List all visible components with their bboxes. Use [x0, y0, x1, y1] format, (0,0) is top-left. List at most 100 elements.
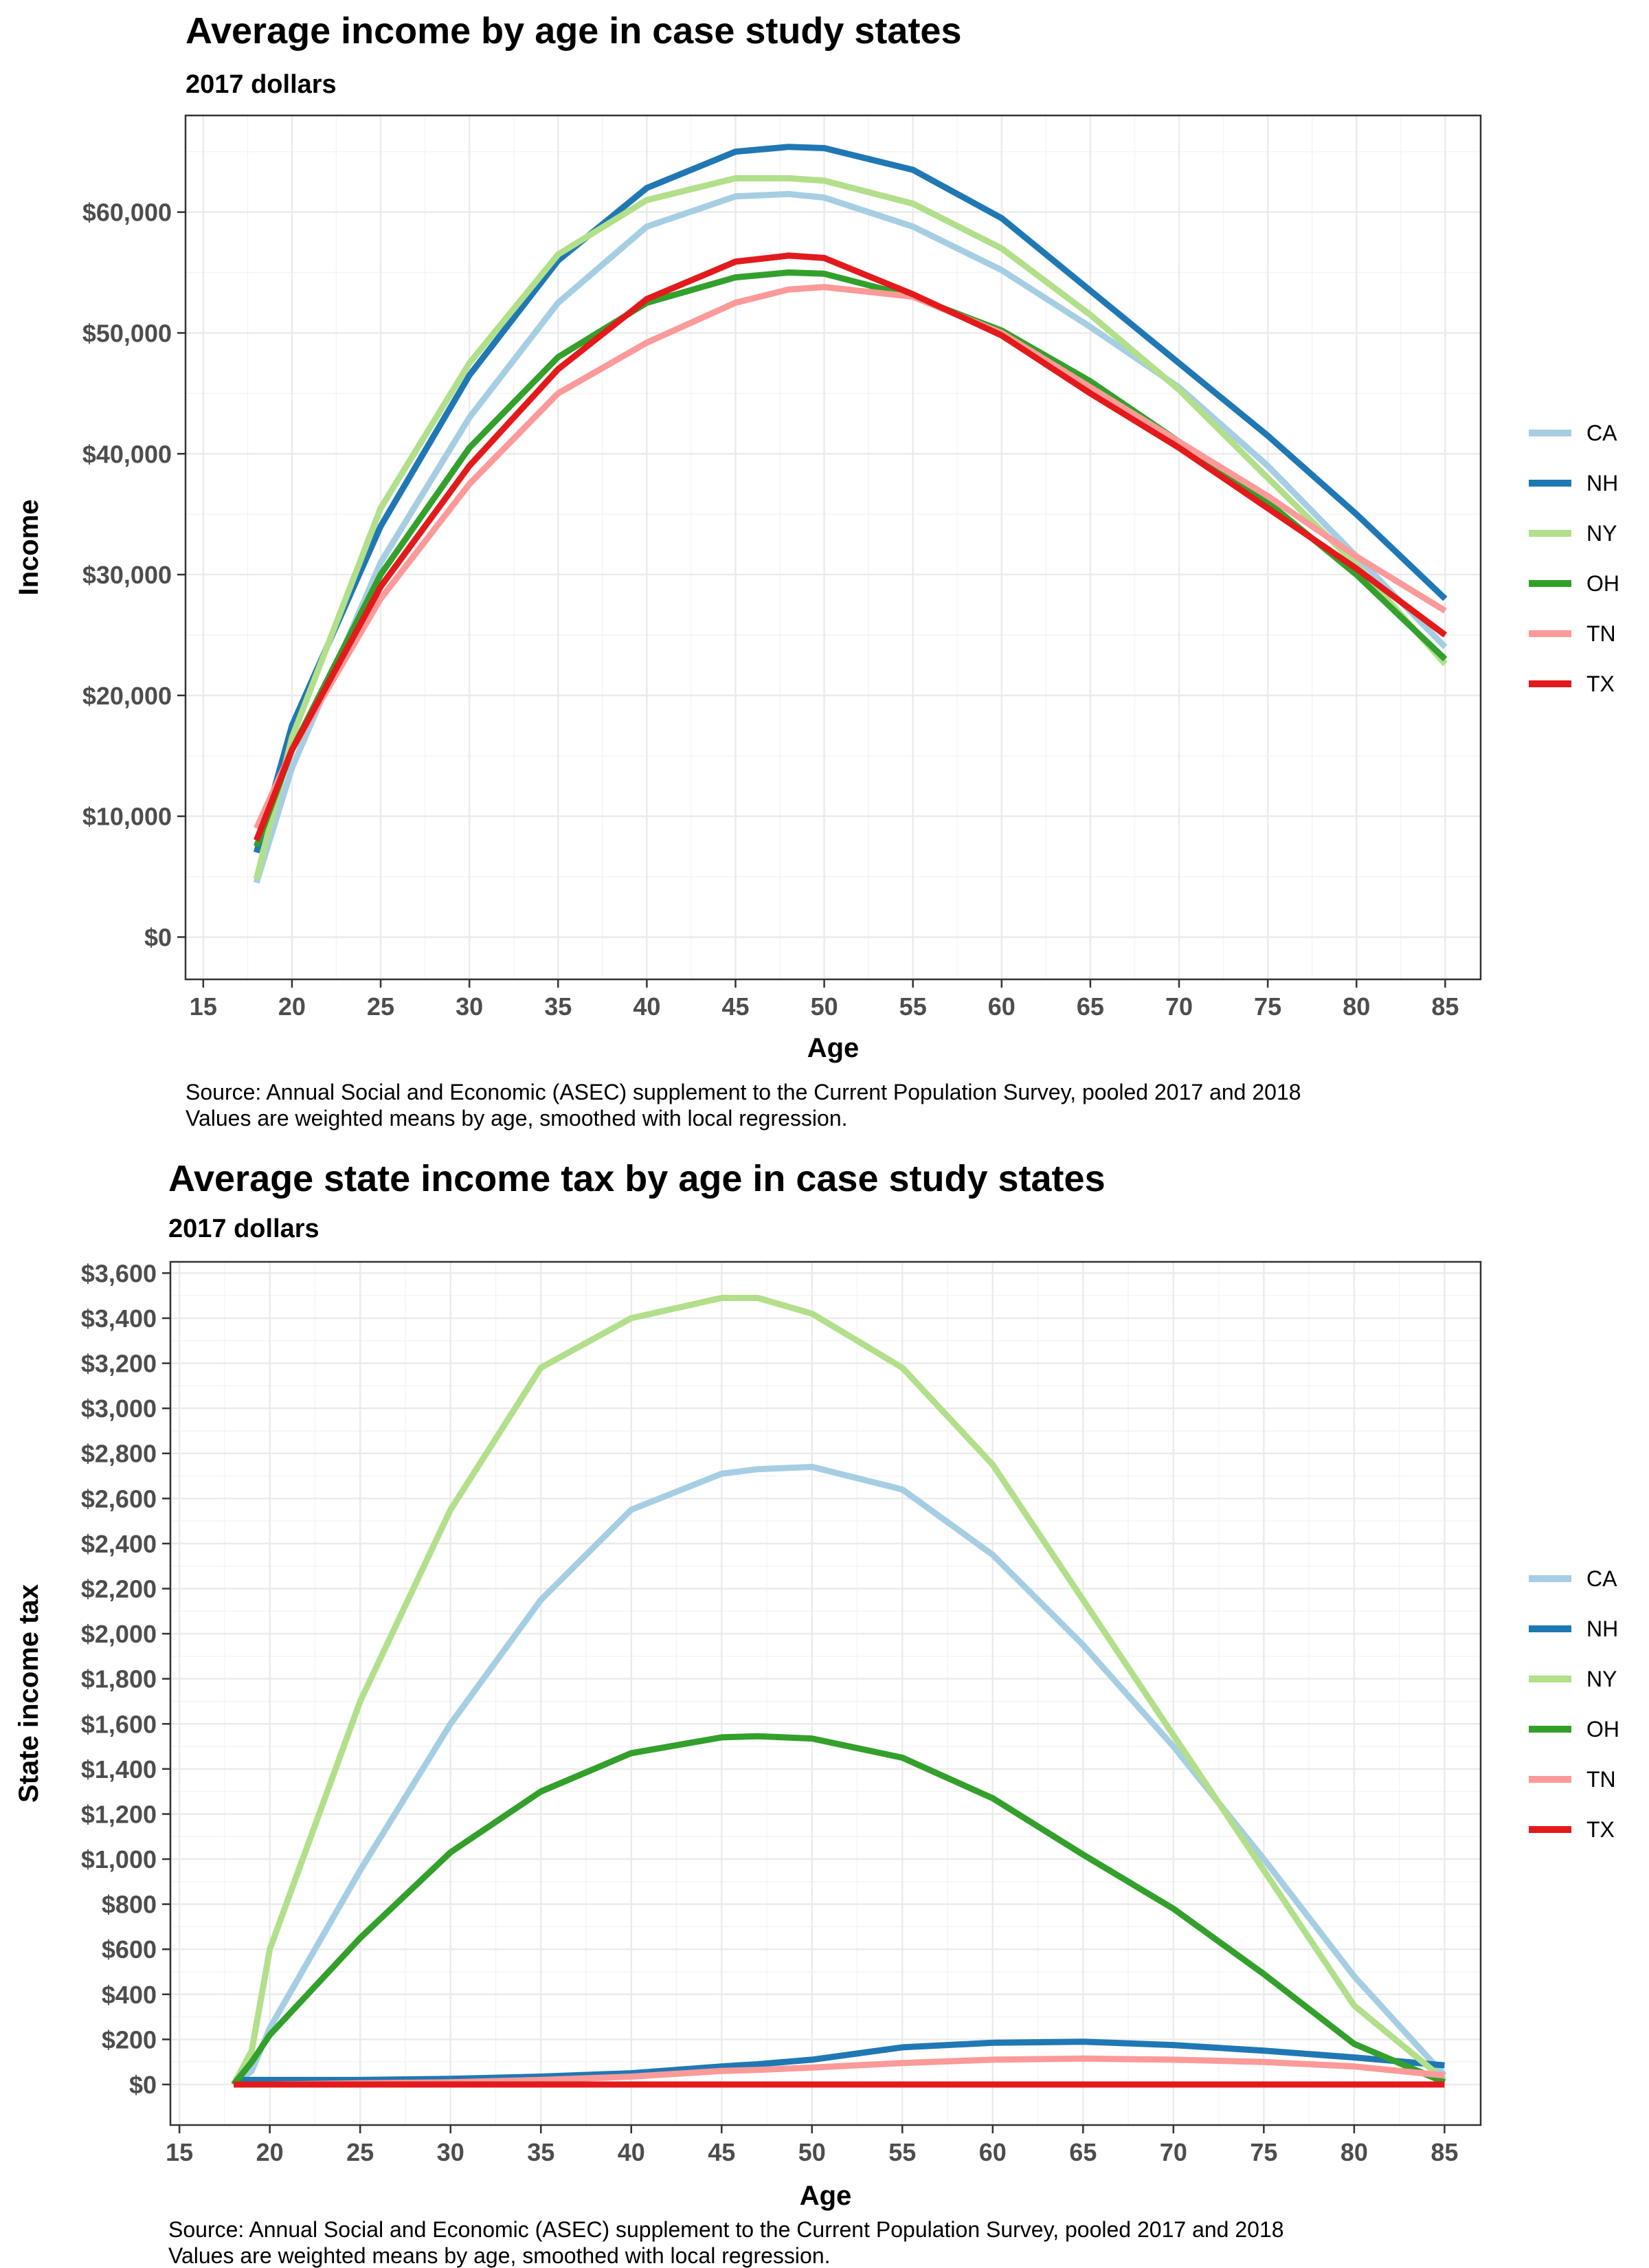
y-tick-label: $2,800: [81, 1440, 157, 1468]
x-tick-label: 80: [1343, 992, 1370, 1021]
x-axis-title: Age: [807, 1033, 860, 1063]
y-tick-label: $3,200: [81, 1350, 157, 1378]
series-line-tx: [254, 252, 1448, 842]
y-tick-label: $2,600: [81, 1485, 157, 1513]
series-line-tn: [254, 284, 1447, 830]
x-tick-label: 20: [256, 2138, 284, 2166]
x-tick-label: 60: [979, 2138, 1007, 2166]
legend-label-tx: TX: [1586, 671, 1615, 696]
x-tick-label: 50: [798, 2138, 826, 2166]
legend-label-nh: NH: [1586, 471, 1618, 496]
x-tick-label: 25: [346, 2138, 374, 2166]
series-line-ny: [231, 1295, 1447, 2087]
y-tick-label: $1,600: [81, 1710, 157, 1738]
legend-label-oh: OH: [1586, 1717, 1619, 1742]
y-tick-label: $3,600: [81, 1259, 157, 1287]
x-tick-label: 25: [367, 992, 394, 1021]
x-tick-label: 35: [544, 992, 572, 1021]
x-tick-label: 85: [1431, 2138, 1458, 2166]
caption-line: Source: Annual Social and Economic (ASEC…: [186, 1080, 1301, 1104]
y-tick-label: $50,000: [82, 319, 172, 347]
series-lines: [253, 144, 1448, 884]
x-tick-label: 65: [1069, 2138, 1097, 2166]
y-tick-label: $2,000: [81, 1620, 157, 1648]
legend-label-ny: NY: [1586, 521, 1617, 546]
y-tick-label: $3,400: [81, 1304, 157, 1333]
y-tick-label: $1,800: [81, 1665, 157, 1693]
x-tick-label: 75: [1254, 992, 1281, 1021]
series-line-ny: [253, 175, 1448, 880]
plot-panel: [186, 115, 1481, 979]
x-tick-label: 15: [166, 2138, 193, 2166]
caption-line: Source: Annual Social and Economic (ASEC…: [168, 2217, 1284, 2242]
y-tick-label: $10,000: [82, 803, 172, 831]
x-tick-label: 20: [278, 992, 306, 1021]
x-tick-label: 30: [456, 992, 483, 1021]
y-tick-label: $20,000: [82, 682, 172, 710]
x-tick-label: 40: [633, 992, 660, 1021]
y-axis-title: State income tax: [14, 1584, 44, 1803]
legend-label-ca: CA: [1586, 421, 1617, 445]
chart-subtitle: 2017 dollars: [186, 70, 337, 99]
y-tick-label: $600: [102, 1935, 157, 1964]
caption-line: Values are weighted means by age, smooth…: [168, 2243, 831, 2268]
y-tick-label: $1,200: [81, 1800, 157, 1828]
series-line-oh: [231, 1733, 1446, 2087]
legend-label-tn: TN: [1586, 621, 1616, 646]
axes: 15 20 25 30 35 40 45 50 55 60 65 70 75 80 85 $0 $10,000 $…: [82, 199, 1459, 1021]
legend: CA NH NY OH TN TX: [1529, 1566, 1619, 1842]
y-tick-label: $1,400: [81, 1755, 157, 1783]
x-axis-title: Age: [800, 2181, 852, 2211]
caption-line: Values are weighted means by age, smooth…: [186, 1106, 848, 1131]
x-tick-label: 55: [899, 992, 927, 1021]
plot-panel: [170, 1262, 1481, 2125]
series-line-ca: [254, 190, 1448, 884]
y-tick-label: $30,000: [82, 561, 172, 589]
series-lines: [231, 1295, 1447, 2088]
x-tick-label: 55: [888, 2138, 916, 2166]
panel-border: [184, 114, 1482, 981]
x-tick-label: 50: [811, 992, 838, 1021]
legend: CA NH NY OH TN TX: [1529, 421, 1619, 696]
y-tick-label: $800: [102, 1891, 157, 1919]
income-chart: Average income by age in case study stat…: [14, 10, 1619, 1131]
x-tick-label: 30: [437, 2138, 464, 2166]
legend-label-nh: NH: [1586, 1616, 1618, 1641]
y-tick-label: $2,400: [81, 1530, 157, 1558]
legend-label-ca: CA: [1586, 1566, 1617, 1591]
x-tick-label: 70: [1165, 992, 1193, 1021]
x-tick-label: 15: [190, 992, 217, 1021]
x-tick-label: 45: [708, 2138, 735, 2166]
series-line-nh: [253, 144, 1448, 854]
y-tick-label: $2,200: [81, 1575, 157, 1603]
legend-label-oh: OH: [1586, 571, 1619, 596]
x-tick-label: 70: [1160, 2138, 1187, 2166]
legend-label-tx: TX: [1586, 1817, 1615, 1842]
y-tick-label: $200: [102, 2025, 157, 2054]
x-tick-label: 65: [1077, 992, 1104, 1021]
x-tick-label: 45: [721, 992, 749, 1021]
y-tick-label: $3,000: [81, 1394, 157, 1423]
x-tick-label: 35: [527, 2138, 554, 2166]
x-tick-label: 40: [618, 2138, 645, 2166]
legend-label-ny: NY: [1586, 1667, 1617, 1691]
x-tick-label: 80: [1340, 2138, 1368, 2166]
y-tick-label: $40,000: [82, 440, 172, 468]
y-tick-label: $0: [129, 2071, 157, 2099]
tax-chart: Average state income tax by age in case …: [14, 1158, 1619, 2268]
legend-label-tn: TN: [1586, 1767, 1616, 1792]
x-tick-label: 85: [1431, 992, 1459, 1021]
series-line-nh: [234, 2038, 1445, 2083]
axes: 15 20 25 30 35 40 45 50 55 60 65 70 75 80 85 $0 $200 $400…: [81, 1259, 1459, 2166]
y-axis-title: Income: [14, 499, 44, 595]
chart-title: Average income by age in case study stat…: [186, 10, 962, 52]
chart-subtitle: 2017 dollars: [168, 1214, 319, 1243]
grid: [186, 115, 1481, 979]
y-tick-label: $0: [144, 923, 172, 951]
y-tick-label: $400: [102, 1981, 157, 2009]
chart-title: Average state income tax by age in case …: [168, 1158, 1106, 1199]
y-tick-label: $1,000: [81, 1845, 157, 1874]
grid: [170, 1262, 1481, 2125]
x-tick-label: 75: [1250, 2138, 1277, 2166]
